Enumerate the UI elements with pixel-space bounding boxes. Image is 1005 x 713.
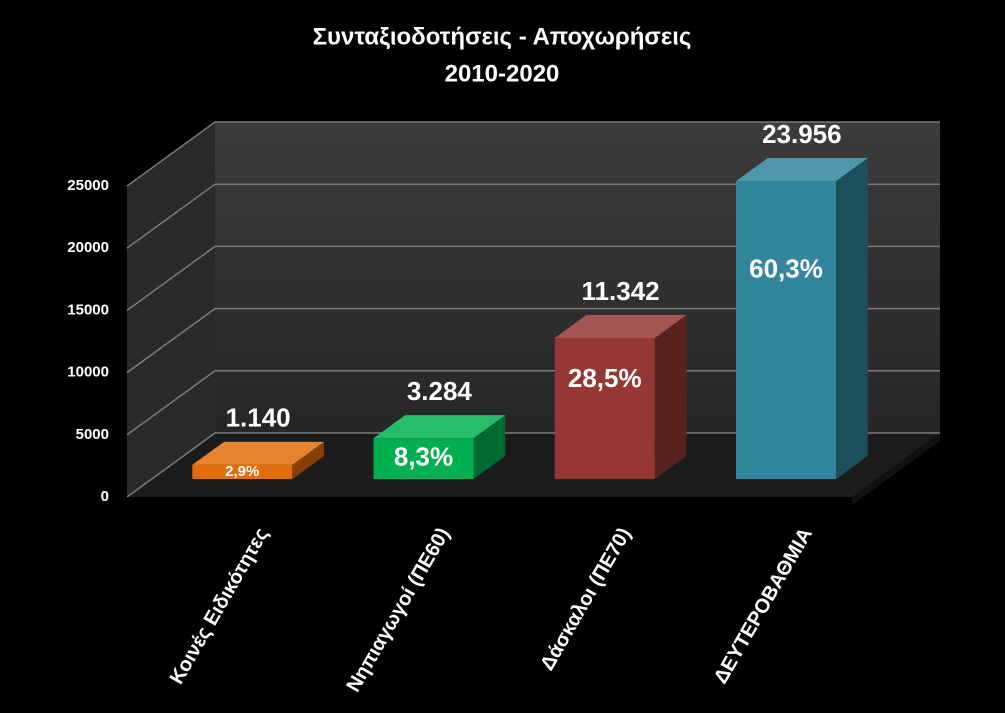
floor-edge bbox=[852, 433, 940, 505]
y-tick-label: 15000 bbox=[67, 301, 109, 318]
value-label: 11.342 bbox=[582, 276, 660, 306]
y-tick-label: 20000 bbox=[67, 239, 109, 256]
bar-side bbox=[292, 441, 324, 480]
grid-line bbox=[126, 370, 216, 436]
y-tick-label: 5000 bbox=[76, 426, 109, 443]
y-tick-label: 0 bbox=[101, 488, 109, 505]
chart-subtitle: 2010-2020 bbox=[445, 60, 560, 87]
value-label: 3.284 bbox=[407, 376, 473, 406]
bar-side bbox=[836, 158, 868, 480]
bar-top bbox=[373, 415, 506, 439]
bar-side bbox=[654, 314, 687, 480]
grid-line bbox=[126, 307, 216, 374]
bar bbox=[736, 181, 837, 480]
bar-side bbox=[473, 415, 506, 480]
side-wall bbox=[127, 122, 215, 497]
bar bbox=[373, 438, 474, 480]
bar-top bbox=[554, 314, 687, 338]
bar bbox=[192, 464, 293, 480]
share-label: 28,5% bbox=[568, 363, 642, 393]
bar-top bbox=[192, 441, 324, 465]
grid-line bbox=[126, 245, 216, 312]
grid-line bbox=[126, 121, 216, 187]
chart-title: Συνταξιοδοτήσεις - Αποχωρήσεις bbox=[313, 23, 692, 50]
y-tick-label: 10000 bbox=[67, 364, 109, 381]
share-label: 8,3% bbox=[394, 442, 453, 472]
share-label: 2,9% bbox=[225, 463, 259, 480]
bar-top bbox=[736, 158, 868, 182]
grid-line bbox=[126, 432, 216, 498]
share-label: 60,3% bbox=[749, 253, 823, 283]
y-tick-label: 25000 bbox=[67, 177, 109, 194]
grid-line bbox=[126, 183, 216, 249]
value-label: 1.140 bbox=[226, 403, 291, 433]
value-label: 23.956 bbox=[762, 119, 842, 149]
bar bbox=[554, 337, 655, 480]
